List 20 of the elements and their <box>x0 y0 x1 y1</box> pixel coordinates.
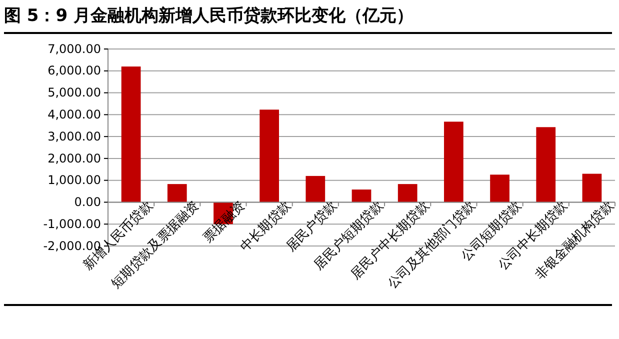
bar <box>490 174 510 202</box>
bar <box>352 190 372 202</box>
chart-title: 图 5：9 月金融机构新增人民币贷款环比变化（亿元） <box>4 6 414 26</box>
bar <box>167 184 187 202</box>
y-tick-label: 4,000.00 <box>48 108 101 122</box>
y-tick-label: -1,000.00 <box>43 216 101 231</box>
y-tick-label: 2,000.00 <box>48 151 101 166</box>
bar <box>582 174 602 202</box>
y-tick-label: 3,000.00 <box>48 129 101 144</box>
y-tick-label: 5,000.00 <box>48 86 101 100</box>
bar <box>444 122 464 202</box>
bar <box>536 127 556 202</box>
bar <box>306 176 326 202</box>
y-tick-label: 0.00 <box>74 195 101 210</box>
bar <box>121 66 141 202</box>
y-tick-label: 7,000.00 <box>48 42 101 56</box>
bar <box>260 110 279 202</box>
bar <box>398 184 418 202</box>
y-tick-label: 1,000.00 <box>48 173 101 188</box>
y-tick-label: 6,000.00 <box>48 64 101 78</box>
